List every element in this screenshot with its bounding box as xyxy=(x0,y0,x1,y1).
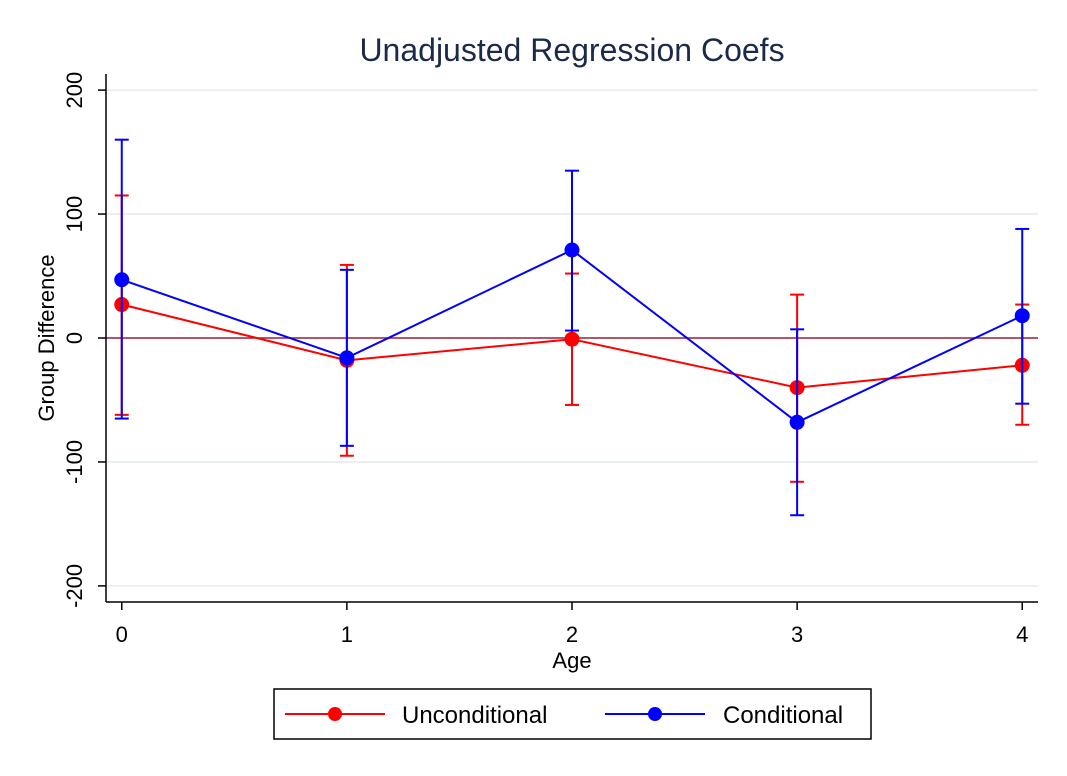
y-tick-label: 0 xyxy=(62,332,87,344)
legend-marker-unconditional xyxy=(328,707,342,721)
y-axis-ticks: -200 -100 0 100 200 xyxy=(62,72,106,608)
data-point-conditional xyxy=(789,414,805,430)
x-tick-label: 3 xyxy=(791,622,803,647)
x-tick-label: 1 xyxy=(341,622,353,647)
y-tick-label: 100 xyxy=(62,196,87,233)
data-point-conditional xyxy=(114,272,130,288)
x-axis-title: Age xyxy=(552,648,591,673)
y-tick-label: -100 xyxy=(62,440,87,484)
x-tick-label: 2 xyxy=(566,622,578,647)
legend-label-unconditional: Unconditional xyxy=(402,702,547,729)
series-layer xyxy=(114,138,1030,517)
legend-marker-conditional xyxy=(648,707,662,721)
chart-title: Unadjusted Regression Coefs xyxy=(359,32,784,68)
y-tick-label: -200 xyxy=(62,564,87,608)
data-point-conditional xyxy=(564,242,580,258)
data-point-unconditional xyxy=(564,331,580,347)
legend-label-conditional: Conditional xyxy=(723,702,843,729)
legend: Unconditional Conditional xyxy=(273,688,872,740)
data-point-conditional xyxy=(1014,308,1030,324)
x-tick-label: 0 xyxy=(116,622,128,647)
x-axis-ticks: 0 1 2 3 4 xyxy=(116,602,1028,647)
y-axis-title: Group Difference xyxy=(34,254,59,421)
x-tick-label: 4 xyxy=(1016,622,1028,647)
data-point-conditional xyxy=(339,350,355,366)
y-tick-label: 200 xyxy=(62,72,87,109)
series-conditional xyxy=(114,138,1030,517)
